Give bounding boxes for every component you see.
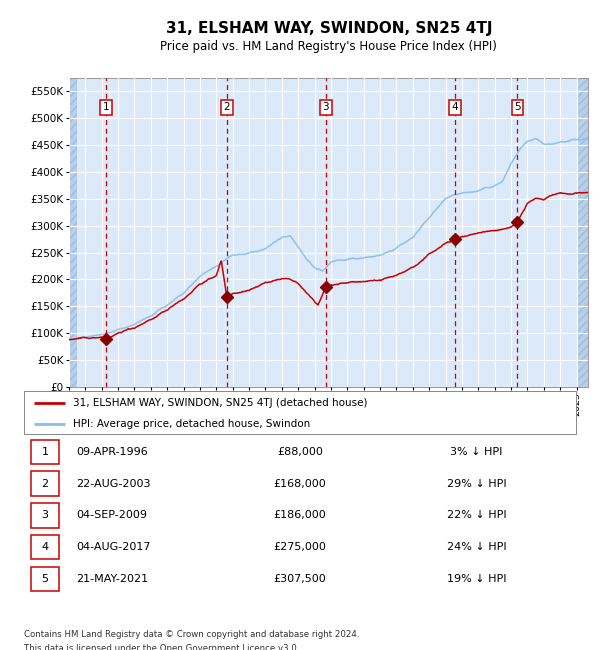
Text: £168,000: £168,000	[274, 478, 326, 489]
Text: 29% ↓ HPI: 29% ↓ HPI	[447, 478, 506, 489]
Text: 31, ELSHAM WAY, SWINDON, SN25 4TJ (detached house): 31, ELSHAM WAY, SWINDON, SN25 4TJ (detac…	[73, 398, 367, 408]
Text: 22-AUG-2003: 22-AUG-2003	[76, 478, 151, 489]
Text: 4: 4	[41, 542, 49, 552]
Text: 22% ↓ HPI: 22% ↓ HPI	[447, 510, 506, 521]
Text: Contains HM Land Registry data © Crown copyright and database right 2024.: Contains HM Land Registry data © Crown c…	[24, 630, 359, 639]
Text: 2: 2	[41, 478, 49, 489]
FancyBboxPatch shape	[31, 503, 59, 528]
Text: 21-MAY-2021: 21-MAY-2021	[76, 574, 149, 584]
Text: £275,000: £275,000	[274, 542, 326, 552]
Text: 04-AUG-2017: 04-AUG-2017	[76, 542, 151, 552]
Text: £88,000: £88,000	[277, 447, 323, 457]
FancyBboxPatch shape	[31, 535, 59, 560]
Text: 5: 5	[41, 574, 49, 584]
Text: 2: 2	[224, 102, 230, 112]
Text: 09-APR-1996: 09-APR-1996	[76, 447, 148, 457]
Text: This data is licensed under the Open Government Licence v3.0.: This data is licensed under the Open Gov…	[24, 644, 299, 650]
Text: HPI: Average price, detached house, Swindon: HPI: Average price, detached house, Swin…	[73, 419, 310, 429]
Text: 3: 3	[322, 102, 329, 112]
Text: 19% ↓ HPI: 19% ↓ HPI	[447, 574, 506, 584]
Text: 4: 4	[452, 102, 458, 112]
Text: 1: 1	[41, 447, 49, 457]
Text: 3% ↓ HPI: 3% ↓ HPI	[451, 447, 503, 457]
Text: 04-SEP-2009: 04-SEP-2009	[76, 510, 148, 521]
Text: Price paid vs. HM Land Registry's House Price Index (HPI): Price paid vs. HM Land Registry's House …	[160, 40, 497, 53]
FancyBboxPatch shape	[31, 567, 59, 592]
Bar	[577, 78, 588, 387]
FancyBboxPatch shape	[31, 471, 59, 496]
Text: 3: 3	[41, 510, 49, 521]
FancyBboxPatch shape	[31, 439, 59, 464]
Text: 31, ELSHAM WAY, SWINDON, SN25 4TJ: 31, ELSHAM WAY, SWINDON, SN25 4TJ	[166, 21, 492, 36]
Bar	[69, 78, 77, 387]
Text: £307,500: £307,500	[274, 574, 326, 584]
Text: £186,000: £186,000	[274, 510, 326, 521]
Text: 1: 1	[103, 102, 109, 112]
Text: 24% ↓ HPI: 24% ↓ HPI	[447, 542, 506, 552]
Text: 5: 5	[514, 102, 521, 112]
